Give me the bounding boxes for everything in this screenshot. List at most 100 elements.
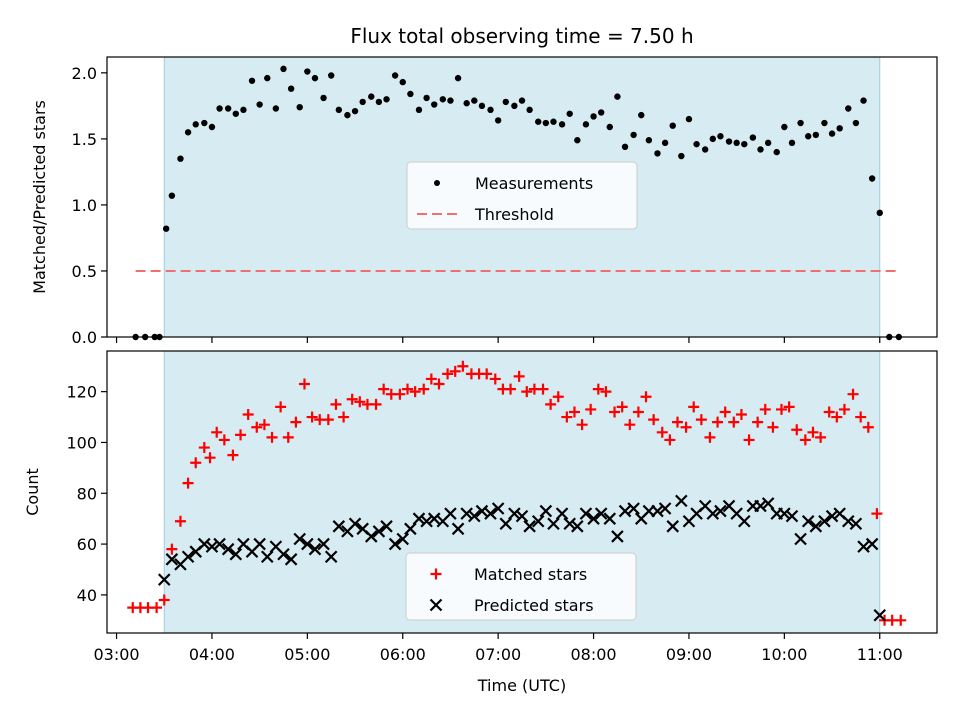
predicted-star-point [277,547,290,561]
matched-star-point [266,431,278,443]
matched-star-point [425,373,437,385]
matched-star-point [592,383,604,395]
measurement-point [423,94,430,102]
matched-star-point [704,431,716,443]
predicted-star-point [451,522,465,536]
measurement-point [359,98,366,106]
y-tick-label: 80 [77,484,97,503]
predicted-star-point [675,494,688,508]
predicted-star-point [388,537,402,551]
matched-star-point [616,401,628,413]
measurement-point [201,119,208,127]
predicted-star-point [499,517,513,531]
plot-frame [106,56,938,338]
matched-star-point [576,419,588,431]
predicted-star-point [738,514,751,528]
matched-star-point [275,401,287,413]
predicted-star-point [165,553,179,566]
predicted-star-point [460,507,473,520]
legend-label: Matched stars [474,565,587,584]
predicted-star-point [205,540,219,553]
matched-star-point [656,426,668,438]
measurement-point [590,113,597,120]
matched-star-point [378,383,390,395]
measurement-point [208,123,216,131]
matched-star-point [823,406,835,418]
matched-star-point [290,416,302,428]
legend-marker-predicted [429,598,443,612]
x-tick-label: 09:00 [666,645,712,664]
bottom-panel: 40 60 80 100 120 03:00 04:00 05:00 06:00 07:00 08:… [23,350,938,664]
predicted-star-point [324,550,338,564]
predicted-star-point [666,520,680,533]
matched-star-point [695,414,707,426]
matched-star-point [190,457,202,469]
matched-star-point [664,434,676,446]
measurement-point [661,139,669,147]
measurement-point [582,121,590,128]
x-axis-label: Time (UTC) [477,676,566,695]
matched-star-point [895,614,907,626]
measurement-point [431,101,438,108]
measurement-point [797,119,804,127]
matched-star-point [211,426,223,438]
matched-star-point [855,411,867,423]
matched-star-point [807,426,819,438]
matched-star-point [672,416,684,428]
measurement-point [828,130,836,137]
measurement-point [224,105,232,112]
measurement-point [558,121,566,128]
measurement-point [550,118,557,125]
measurement-point [773,148,780,156]
predicted-star-point [229,547,243,561]
measurement-point [471,97,478,104]
legend-box [406,161,638,230]
measurement-point [788,139,796,147]
measurement-point [678,152,685,160]
legend-marker-matched [430,568,442,580]
matched-star-point [182,477,194,489]
measurement-point [351,107,359,115]
measurement-point [526,106,533,114]
measurement-point [478,102,486,110]
predicted-star-point [332,520,346,533]
x-tick-label: 07:00 [475,645,521,664]
predicted-star-point [778,507,791,520]
legend-marker-measurements [434,180,440,186]
measurement-point [320,94,327,102]
measurement-point [439,96,447,103]
predicted-star-point [873,608,887,622]
matched-star-point [251,421,263,433]
predicted-star-point [427,512,441,525]
measurement-point [860,97,867,104]
x-tick-label: 11:00 [857,645,903,664]
measurement-point [272,105,280,112]
matched-star-point [648,414,660,426]
predicted-star-point [308,542,322,556]
measurement-point [645,137,653,144]
measurement-point [542,119,550,127]
matched-star-point [306,411,318,423]
predicted-star-point [651,504,664,518]
measurement-point [177,155,184,162]
predicted-star-point [603,512,617,525]
matched-star-point [712,416,724,428]
measurement-point [638,111,645,119]
measurement-point [597,109,605,116]
predicted-star-point [531,514,545,528]
legend-label: Threshold [474,205,554,224]
predicted-star-point [849,517,863,531]
matched-star-point [457,360,469,372]
top-panel: 0.0 0.5 1.0 1.5 2.0 Matched/Predicted stars Me… [30,56,938,347]
matched-star-point [537,383,549,395]
x-tick-label: 04:00 [189,645,235,664]
measurement-point [693,140,700,148]
measurement-point [168,192,176,199]
matched-star-point [831,411,843,423]
predicted-star-point [571,520,584,533]
predicted-star-point [618,504,632,518]
measurement-point [494,117,502,124]
matched-star-point [346,393,358,405]
matched-star-point [545,398,557,410]
